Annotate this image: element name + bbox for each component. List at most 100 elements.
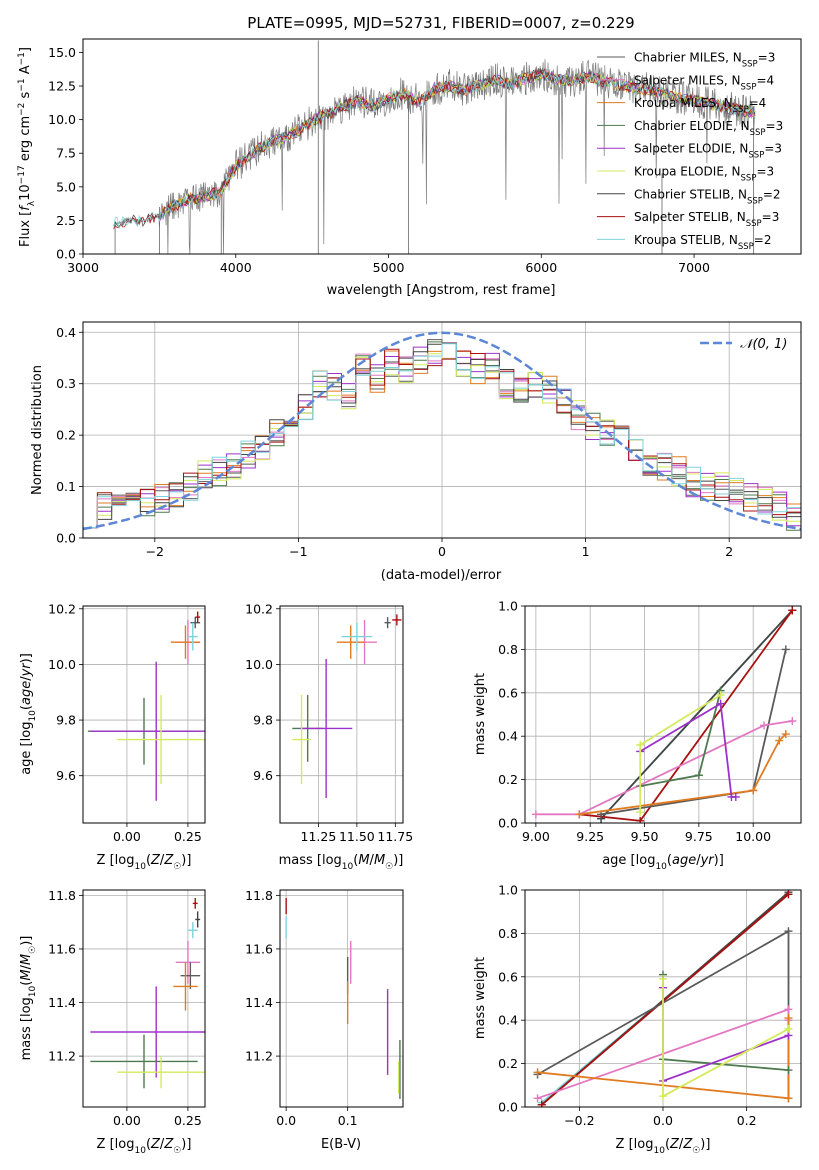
label-part: −17	[17, 165, 27, 184]
legend-label-count: =2	[763, 187, 781, 201]
x-tick-label: 0.25	[174, 1113, 202, 1128]
weight-age-y-label: mass weight	[473, 673, 488, 755]
label-part: /	[696, 853, 701, 868]
spectrum-x-label: wavelength [Angstrom, rest frame]	[327, 283, 556, 298]
x-tick-label: 0	[438, 544, 446, 559]
x-tick-label: 2	[725, 544, 733, 559]
legend-label-salpeter-stelib: Salpeter STELIB, NSSP=3	[634, 210, 779, 229]
legend-label-count: =4	[749, 96, 767, 110]
point-salpeter-stelib	[392, 614, 402, 626]
plot-area	[280, 890, 403, 1107]
weight-marker	[636, 808, 645, 817]
label-part: ☉	[692, 1146, 700, 1156]
label-part: 10	[134, 862, 146, 872]
weight-marker	[784, 1066, 793, 1075]
label-part: ☉	[173, 862, 181, 872]
y-tick-label: 0.0	[56, 531, 76, 546]
y-tick-label: 10.2	[48, 601, 76, 616]
weight-marker	[784, 890, 793, 899]
y-tick-label: 10.0	[245, 657, 273, 672]
label-part: age	[19, 681, 34, 705]
weight-age-x-label: age [log10(age/yr)]	[602, 853, 724, 872]
hist-salpeter-stelib	[83, 348, 801, 528]
label-part: −1	[17, 78, 27, 91]
hist-chabrier-miles	[83, 339, 801, 529]
label-part: M	[374, 853, 385, 868]
weight-z-y-label: mass weight	[473, 957, 488, 1039]
point-kroupa-elodie	[117, 695, 205, 785]
legend-label-text: Chabrier MILES, N	[634, 51, 742, 65]
point-salpeter-elodie	[90, 986, 205, 1078]
label-part: 10	[134, 1146, 146, 1156]
axes-age-vs-Z: 0.00 0.25 9.6 9.8 10.0 10.2	[48, 601, 206, 844]
legend-label-count: =3	[764, 142, 782, 156]
axes-frame	[279, 605, 404, 824]
label-part: age	[672, 853, 696, 868]
weight-marker	[749, 786, 758, 795]
label-part: )]	[19, 936, 34, 946]
weight-line	[639, 694, 722, 813]
label-part: )]	[19, 653, 34, 663]
legend-label-text: Chabrier ELODIE, N	[634, 119, 750, 133]
weights-chabrier-stelib	[597, 606, 797, 823]
label-part: M	[358, 853, 369, 868]
y-tick-label: 10.2	[245, 601, 273, 616]
x-tick-label: 0.25	[174, 829, 202, 844]
x-tick-label: 9.00	[522, 829, 550, 844]
point-kroupa-stelib	[187, 622, 198, 651]
label-part: 10	[655, 862, 667, 872]
x-tick-label: 11.25	[301, 829, 337, 844]
y-tick-label: 11.4	[245, 995, 273, 1010]
y-tick-label: 0.1	[56, 479, 76, 494]
weight-marker	[784, 927, 793, 936]
point-salpeter-elodie	[90, 661, 205, 801]
weight-marker	[760, 721, 769, 730]
legend-label-count: =3	[758, 51, 776, 65]
point-kroupa-miles	[170, 625, 201, 659]
legend-label-text: Salpeter ELODIE, N	[634, 142, 748, 156]
label-part: Flux [	[18, 211, 33, 247]
axes-age-vs-mass: 11.25 11.50 11.75 9.6 9.8 10.0 10.2	[245, 601, 413, 844]
weight-line	[662, 987, 789, 1083]
point-salpeter-stelib	[192, 898, 198, 909]
spectrum-legend: Chabrier MILES, N SSP =3 Salpeter MILES, NS…	[597, 51, 783, 252]
weight-marker	[636, 816, 645, 823]
weight-marker	[788, 717, 797, 726]
weight-marker	[575, 810, 584, 819]
label-part: /	[370, 853, 375, 868]
weight-marker	[659, 1092, 667, 1101]
label-part: −1	[17, 52, 27, 65]
label-part: ]	[18, 47, 33, 52]
weight-marker	[537, 1100, 546, 1107]
label-part: 10	[342, 862, 354, 872]
y-tick-label: 15.0	[48, 45, 76, 60]
y-tick-label: 5.0	[56, 179, 76, 194]
x-tick-label: −2	[146, 544, 164, 559]
axes-mass-vs-EBV: 0.0 0.1 11.2 11.4 11.6 11.8	[245, 888, 404, 1128]
label-part: (	[353, 853, 358, 868]
label-part: f	[18, 204, 33, 211]
y-tick-label: 9.8	[56, 713, 76, 728]
label-part: ☉	[385, 862, 393, 872]
label-part: /	[160, 853, 165, 868]
y-tick-label: 0.0	[498, 1100, 518, 1115]
y-tick-label: 11.8	[48, 888, 76, 903]
weights-kroupa-miles	[575, 730, 790, 819]
weight-marker	[533, 1094, 542, 1103]
y-tick-label: 0.4	[498, 729, 518, 744]
legend-label-sub: SSP	[750, 128, 766, 138]
mass-z-x-label: Z [log10(Z/Z☉)]	[97, 1137, 192, 1156]
axes-frame	[524, 605, 802, 824]
point-kroupa-miles	[336, 625, 365, 659]
point-salpeter-elodie	[299, 658, 353, 798]
weights-salpeter-elodie	[659, 983, 793, 1085]
point-chabrier-miles	[384, 617, 391, 629]
weights-kroupa-elodie	[659, 974, 793, 1101]
label-part: erg cm	[18, 116, 33, 165]
weight-marker	[716, 690, 725, 699]
y-tick-label: 0.4	[56, 325, 76, 340]
y-tick-label: 0.2	[498, 1056, 518, 1071]
y-tick-label: 0.3	[56, 376, 76, 391]
legend-label-salpeter-miles: Salpeter MILES, NSSP=4	[634, 73, 774, 92]
y-tick-label: 9.6	[253, 768, 273, 783]
